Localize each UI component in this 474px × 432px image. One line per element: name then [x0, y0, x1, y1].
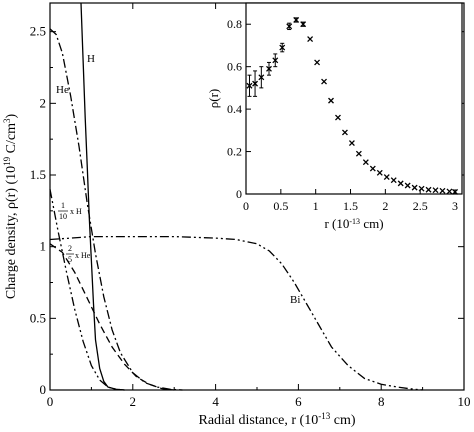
inset-x-tick-label: 0.5: [273, 199, 288, 213]
data-point: [355, 150, 362, 157]
inset-x-tick-label: 3: [452, 199, 458, 213]
main-curves: [49, 2, 423, 391]
main-x-axis-title-exponent: -13: [318, 411, 330, 421]
data-point: [446, 188, 453, 195]
y-tick-label: 2.5: [30, 24, 46, 39]
data-point: [348, 140, 355, 147]
main-x-axis-title: Radial distance, r (10-13 cm): [198, 411, 355, 428]
x-tick-label: 2: [130, 394, 137, 409]
main-x-axis-title-main: Radial distance, r (10: [198, 413, 318, 428]
data-point: [279, 42, 286, 53]
curve-label-two-fifths-he-numerator: 2: [68, 244, 72, 253]
inset-x-tick-label: 2.5: [413, 199, 428, 213]
data-point: [404, 182, 411, 189]
data-point: [362, 159, 369, 166]
data-point: [258, 66, 265, 89]
inset-plot: 0 0.5 1 1.5 2 2.5 3 0 0.2 0.4 0.6 0.8 ρ(r) r (10-13…: [206, 2, 463, 231]
inset-y-tick-label: 0: [236, 187, 242, 201]
main-x-axis-title-unit: cm): [330, 413, 356, 428]
y-tick-label: 0.5: [30, 310, 46, 325]
inset-x-axis-title: r (10-13 cm): [324, 216, 383, 231]
main-y-axis-title-unit: C/cm: [4, 123, 19, 157]
inset-x-axis-title-exponent: -13: [349, 217, 360, 226]
inset-x-axis-title-unit: cm): [360, 216, 383, 231]
data-point: [246, 74, 253, 97]
inset-y-tick-label: 0.6: [227, 60, 242, 74]
data-point: [411, 184, 418, 191]
x-tick-label: 10: [458, 394, 471, 409]
inset-y-tick-label: 0.2: [227, 145, 242, 159]
curve-label-tenth-h-numerator: 1: [61, 201, 65, 210]
curve-label-two-fifths-he-suffix: x He: [75, 251, 91, 260]
data-point: [432, 187, 439, 194]
data-point: [439, 187, 446, 194]
main-y-axis-title-close: ): [4, 113, 19, 118]
curve-label-two-fifths-he-denominator: 5: [68, 255, 72, 264]
data-point: [390, 177, 397, 184]
data-point: [266, 61, 272, 76]
inset-x-axis-title-main: r (10: [324, 216, 349, 231]
inset-data-points: [246, 17, 458, 195]
data-point: [272, 53, 279, 68]
series-line-2-5-x-he: [49, 243, 175, 391]
y-tick-label: 2: [40, 95, 47, 110]
inset-plot-frame: [245, 2, 463, 195]
inset-x-tick-label: 2: [382, 199, 388, 213]
data-point: [328, 97, 334, 104]
inset-ticks: 0 0.5 1 1.5 2 2.5 3 0 0.2 0.4 0.6 0.8: [227, 17, 458, 213]
curve-label-h: H: [87, 53, 95, 65]
data-point: [376, 169, 383, 176]
x-tick-label: 4: [212, 394, 219, 409]
data-point: [341, 129, 348, 136]
data-point: [252, 70, 259, 97]
inset-x-tick-label: 1.5: [343, 199, 358, 213]
x-tick-label: 0: [47, 394, 54, 409]
curve-label-bi: Bi: [290, 294, 300, 306]
data-point: [369, 165, 376, 172]
data-point: [335, 114, 341, 121]
inset-y-axis-title: ρ(r): [206, 89, 221, 108]
inset-x-tick-label: 1: [313, 199, 319, 213]
data-point: [397, 180, 404, 187]
data-point: [321, 78, 327, 85]
curve-label-two-fifths-he: 2 5 x He: [66, 244, 91, 264]
series-line-bi: [49, 235, 423, 391]
inset-background: [246, 3, 462, 194]
inset-x-tick-label: 0: [243, 199, 249, 213]
inset-y-tick-label: 0.4: [227, 102, 242, 116]
data-point: [307, 36, 314, 43]
data-point: [383, 174, 390, 180]
main-y-axis-title: Charge density, ρ(r) (1019 C/cm3): [2, 113, 19, 299]
y-tick-label: 0: [40, 382, 47, 397]
y-tick-label: 1: [40, 239, 47, 254]
data-point: [300, 21, 307, 28]
y-tick-label: 1.5: [30, 167, 46, 182]
main-y-axis-title-main: Charge density, ρ(r) (10: [4, 166, 19, 299]
data-point: [314, 59, 321, 66]
x-tick-label: 6: [295, 394, 302, 409]
series-line-h: [80, 2, 125, 391]
main-y-axis-title-unit-exponent: 3: [2, 118, 12, 123]
x-tick-label: 8: [378, 394, 385, 409]
curve-label-tenth-h-denominator: 10: [59, 212, 67, 221]
curve-label-tenth-h: 1 10 x H: [58, 201, 82, 221]
data-point: [293, 17, 300, 23]
data-point: [286, 22, 293, 31]
main-y-axis-title-exponent: 19: [2, 156, 12, 166]
curve-label-he: He: [56, 84, 69, 96]
curve-label-tenth-h-suffix: x H: [70, 207, 82, 216]
inset-y-tick-label: 0.8: [227, 17, 242, 31]
data-point: [425, 186, 432, 193]
